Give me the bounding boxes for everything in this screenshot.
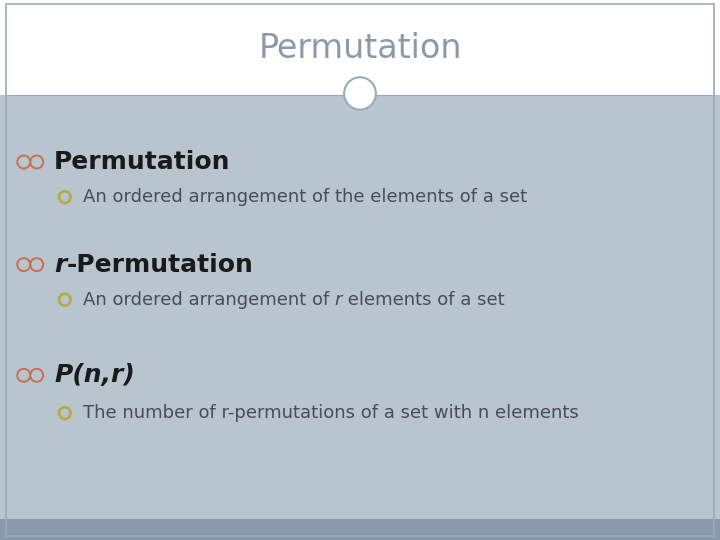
Text: -Permutation: -Permutation — [67, 253, 254, 276]
Bar — [0, 94, 720, 519]
Text: P(n,r): P(n,r) — [54, 363, 135, 387]
Text: An ordered arrangement of: An ordered arrangement of — [83, 291, 335, 309]
Text: Permutation: Permutation — [54, 150, 230, 174]
Text: An ordered arrangement of the elements of a set: An ordered arrangement of the elements o… — [83, 188, 527, 206]
Text: elements of a set: elements of a set — [342, 291, 505, 309]
Bar — [0, 519, 720, 540]
Text: The number of r-permutations of a set with n elements: The number of r-permutations of a set wi… — [83, 404, 579, 422]
Ellipse shape — [344, 77, 376, 110]
Text: Permutation: Permutation — [258, 32, 462, 65]
Text: r: r — [335, 291, 342, 309]
Bar — [0, 0, 720, 94]
Text: r: r — [54, 253, 66, 276]
